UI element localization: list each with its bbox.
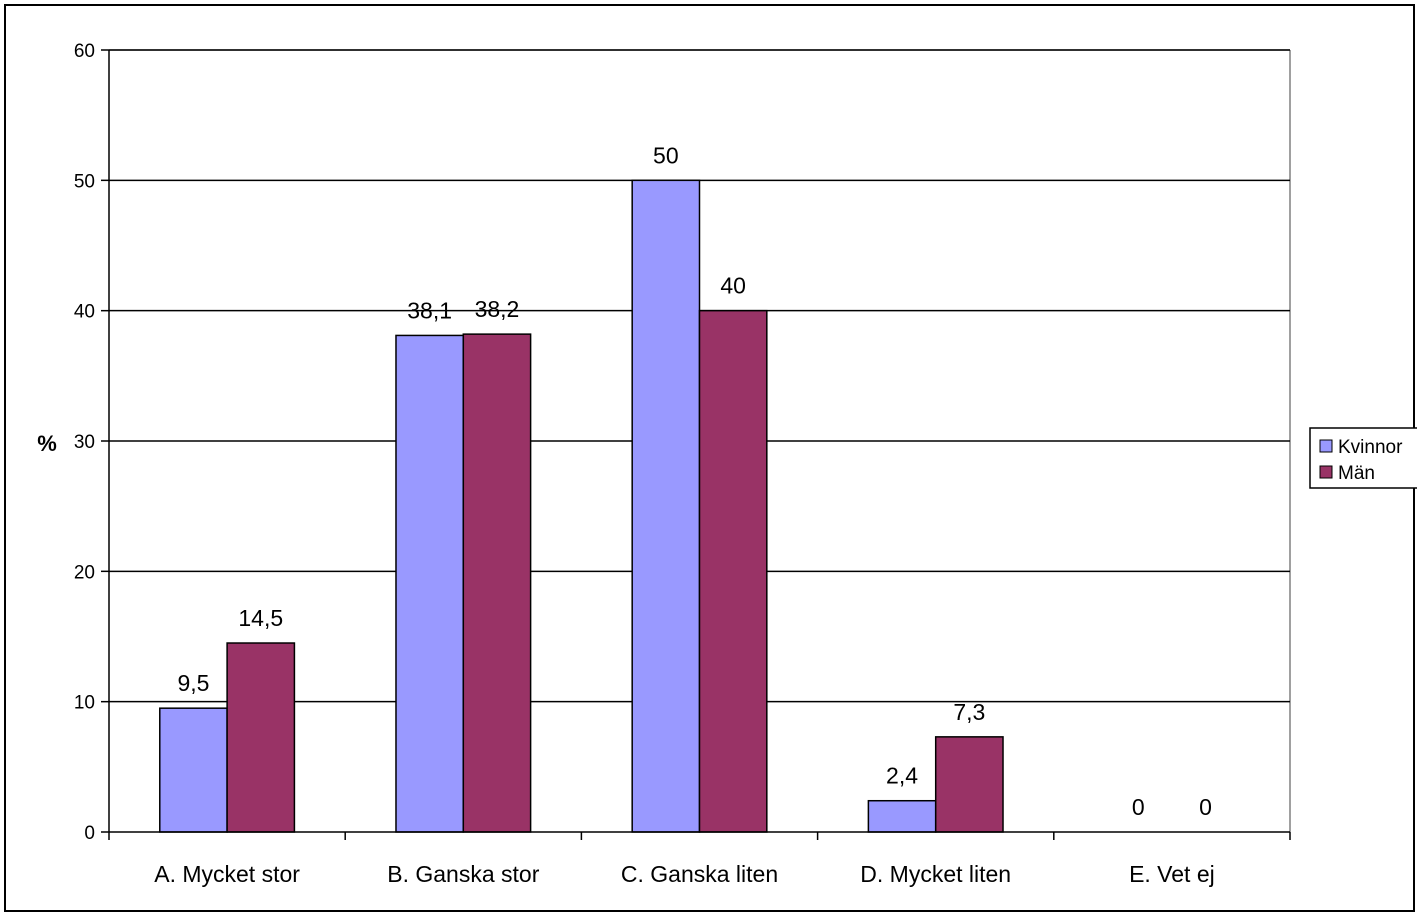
bar <box>463 334 530 832</box>
data-label: 50 <box>653 142 679 168</box>
bar <box>396 335 463 832</box>
bar <box>700 311 767 832</box>
bars <box>160 180 1003 832</box>
y-axis-label: % <box>37 431 57 456</box>
bar <box>227 643 294 832</box>
x-tick-label: E. Vet ej <box>1129 861 1215 887</box>
y-tick-label: 10 <box>74 693 95 714</box>
x-tick-label: D. Mycket liten <box>860 861 1011 887</box>
data-label: 38,2 <box>475 296 520 322</box>
data-label: 0 <box>1199 794 1212 820</box>
y-tick-label: 40 <box>74 302 95 323</box>
data-label: 2,4 <box>886 763 918 789</box>
x-tick-label: A. Mycket stor <box>154 861 300 887</box>
data-label: 40 <box>720 273 746 299</box>
data-label: 9,5 <box>177 670 209 696</box>
data-label: 7,3 <box>953 699 985 725</box>
y-tick-label: 50 <box>74 171 95 192</box>
x-tick-label: B. Ganska stor <box>387 861 539 887</box>
bar <box>160 708 227 832</box>
legend: Kvinnor Män <box>1310 428 1417 488</box>
legend-label: Män <box>1338 463 1375 484</box>
y-tick-label: 60 <box>74 41 95 62</box>
legend-label: Kvinnor <box>1338 437 1403 458</box>
y-tick-label: 30 <box>74 432 95 453</box>
legend-swatch <box>1320 466 1332 478</box>
y-tick-label: 0 <box>84 823 95 844</box>
bar <box>632 180 699 832</box>
bar <box>936 737 1003 832</box>
data-label: 14,5 <box>238 605 283 631</box>
x-tick-label: C. Ganska liten <box>621 861 778 887</box>
data-label: 0 <box>1132 794 1145 820</box>
y-tick-label: 20 <box>74 562 95 583</box>
legend-swatch <box>1320 440 1332 452</box>
bar <box>868 801 935 832</box>
data-label: 38,1 <box>407 297 452 323</box>
